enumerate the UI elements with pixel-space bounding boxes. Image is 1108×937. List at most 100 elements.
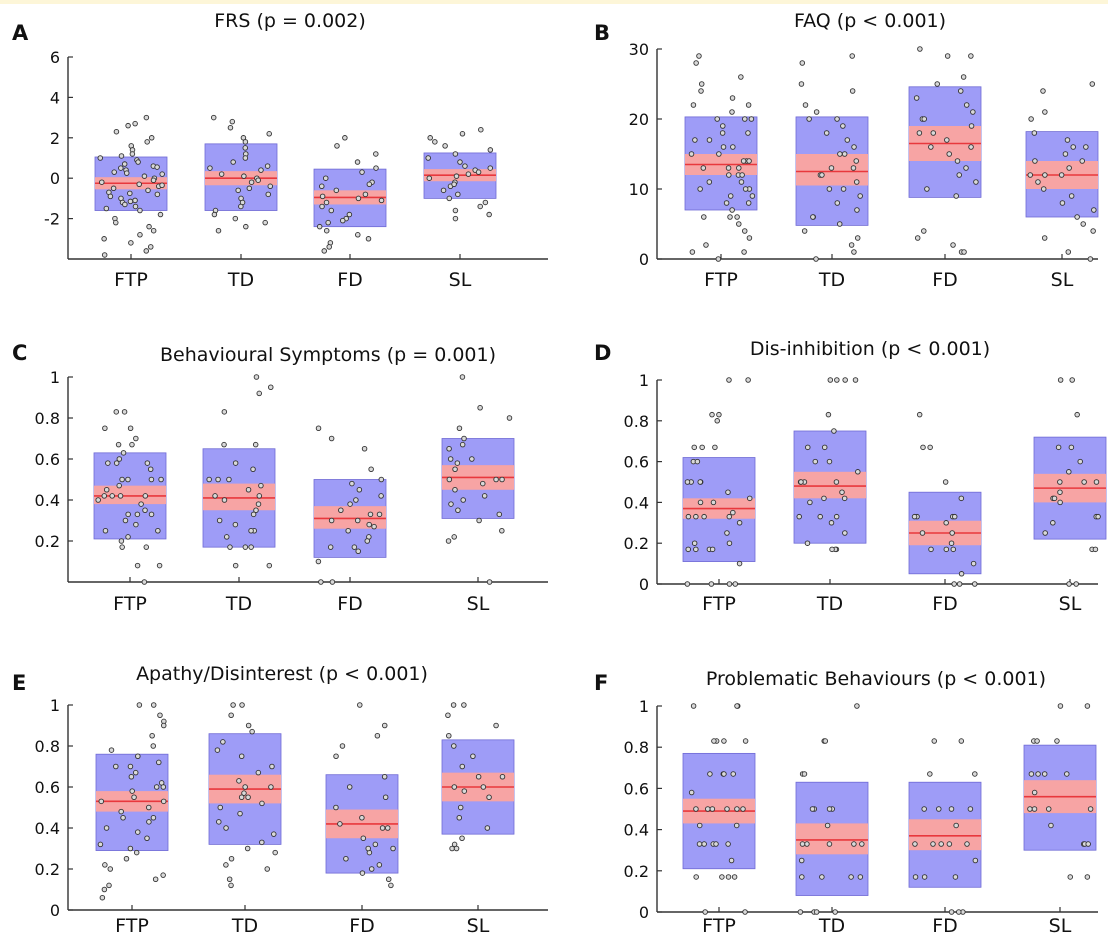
data-point	[446, 195, 453, 202]
data-point	[799, 841, 806, 847]
data-point	[850, 165, 857, 171]
data-point	[749, 193, 756, 199]
data-point	[366, 521, 372, 528]
data-point	[809, 806, 816, 812]
data-point	[725, 489, 731, 495]
panel-title: FAQ (p < 0.001)	[794, 10, 946, 32]
data-point	[730, 771, 736, 777]
data-point	[456, 815, 463, 821]
data-point	[459, 131, 466, 137]
data-point	[461, 788, 468, 794]
data-point	[256, 493, 263, 499]
data-point	[268, 384, 274, 391]
data-point	[950, 242, 956, 248]
data-point	[956, 581, 963, 587]
group-fd: FD	[908, 411, 982, 615]
data-point	[236, 778, 242, 784]
data-point	[928, 546, 934, 553]
data-point	[157, 211, 164, 218]
data-point	[480, 480, 486, 487]
data-point	[110, 185, 117, 192]
panel-c: C Behavioural Symptoms (p = 0.001) 0.2 0.4 0…	[12, 341, 548, 615]
data-point	[382, 794, 389, 801]
data-point	[425, 155, 431, 161]
group-fd: FD	[908, 46, 982, 291]
data-point	[942, 479, 949, 485]
data-point	[452, 207, 459, 214]
x-tick-label: FD	[337, 269, 363, 291]
group-fd: FD	[313, 135, 387, 291]
group-fd: FD	[325, 702, 399, 937]
data-point	[493, 722, 499, 729]
data-point	[373, 151, 379, 157]
data-point	[342, 135, 348, 141]
data-point	[211, 211, 218, 218]
data-point	[1081, 479, 1087, 485]
data-point	[132, 197, 138, 204]
data-point	[725, 874, 732, 880]
data-point	[459, 441, 466, 448]
data-point	[1077, 458, 1083, 465]
data-point	[127, 190, 133, 197]
data-point	[849, 53, 855, 59]
data-point	[232, 521, 239, 528]
data-point	[339, 743, 346, 749]
data-point	[826, 841, 833, 847]
data-point	[920, 444, 926, 451]
data-point	[116, 456, 123, 462]
data-point	[477, 405, 483, 411]
data-point	[362, 191, 369, 198]
y-tick-label: 0.4	[35, 819, 60, 838]
data-point	[359, 870, 366, 876]
data-point	[726, 540, 733, 546]
data-point	[848, 242, 855, 248]
data-point	[269, 763, 275, 770]
data-point	[826, 806, 833, 812]
y-tick-label: 1	[639, 371, 649, 390]
data-point	[449, 845, 455, 852]
data-point	[972, 581, 978, 587]
data-point	[1040, 186, 1047, 192]
y-tick-label: 0	[50, 901, 60, 920]
data-point	[832, 909, 838, 915]
data-point	[700, 165, 707, 171]
data-point	[376, 862, 383, 868]
data-point	[1093, 479, 1100, 485]
data-point	[366, 181, 373, 188]
data-point	[355, 232, 361, 238]
data-point	[928, 144, 934, 150]
y-tick-label: 30	[629, 40, 649, 59]
data-point	[459, 835, 465, 842]
y-tick-label: 0.8	[35, 409, 60, 428]
data-point	[349, 480, 355, 487]
data-point	[824, 822, 831, 829]
data-point	[135, 753, 141, 760]
data-point	[99, 179, 105, 185]
data-point	[120, 450, 127, 456]
y-tick-label: 0.4	[624, 821, 649, 840]
data-point	[725, 841, 731, 847]
data-point	[1089, 81, 1096, 87]
data-point	[1042, 172, 1048, 178]
data-point	[693, 874, 699, 880]
data-point	[691, 540, 698, 546]
data-point	[710, 499, 717, 506]
group-td: TD	[204, 114, 278, 291]
data-point	[911, 513, 918, 520]
data-point	[446, 733, 452, 739]
data-point	[968, 53, 974, 59]
data-point	[496, 511, 503, 518]
data-point	[125, 511, 131, 518]
data-point	[738, 74, 744, 80]
data-point	[1042, 530, 1048, 536]
data-point	[849, 88, 856, 94]
data-point	[249, 728, 255, 735]
data-point	[97, 841, 104, 848]
data-point	[913, 95, 920, 101]
data-point	[701, 513, 707, 520]
data-point	[690, 703, 697, 709]
data-point	[237, 810, 243, 817]
y-tick-label: 0	[639, 903, 649, 922]
data-point	[953, 193, 959, 199]
data-point	[927, 444, 933, 451]
